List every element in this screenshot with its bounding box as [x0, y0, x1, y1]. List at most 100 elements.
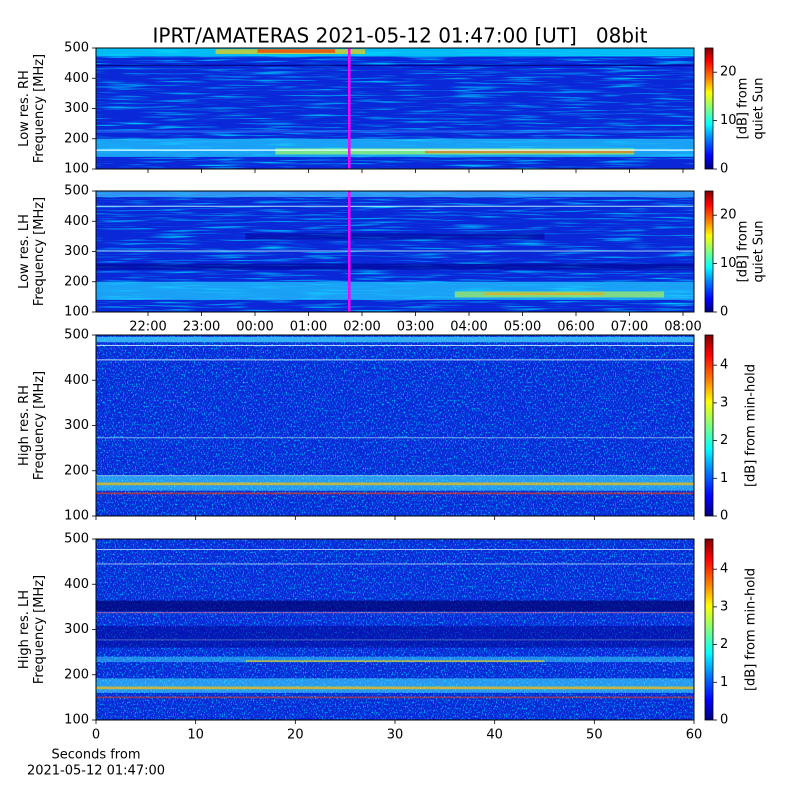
colorbar: [704, 334, 714, 517]
colorbar-label: [dB] from min-hold: [744, 568, 759, 691]
heatmap: [96, 48, 694, 169]
colorbar-tick-label: 2: [720, 637, 728, 652]
colorbar-tick-label: 0: [720, 162, 728, 177]
heatmap-band: [96, 563, 694, 565]
colorbar: [704, 190, 714, 313]
heatmap-band: [96, 205, 694, 207]
heatmap-band: [424, 149, 635, 154]
heatmap-band: [96, 475, 694, 477]
y-tick-label: 400: [64, 214, 89, 229]
heatmap-band: [96, 686, 694, 690]
y-tick-label: 300: [64, 244, 89, 259]
heatmap-band: [96, 263, 694, 270]
heatmap-band: [96, 492, 694, 495]
colorbar-label: [dB] from min-hold: [744, 364, 759, 487]
heatmap-band: [484, 292, 605, 296]
heatmap-band: [245, 660, 545, 663]
colorbar-tick-label: 1: [720, 675, 728, 690]
y-tick-label: 200: [64, 131, 89, 146]
y-tick-label: 100: [64, 713, 89, 728]
y-axis-label: Frequency [MHz]: [32, 371, 47, 480]
heatmap-band: [96, 656, 694, 663]
y-tick-label: 400: [64, 71, 89, 86]
colorbar-tick-label: 4: [720, 358, 728, 373]
y-tick-label: 200: [64, 274, 89, 289]
heatmap: [96, 191, 694, 312]
colorbar-tick-label: 0: [720, 509, 728, 524]
heatmap: [96, 539, 694, 720]
colorbar-label: [dB] from: [736, 221, 751, 283]
heatmap-band: [96, 549, 694, 550]
x-tick-label: 40: [486, 728, 503, 743]
y-tick-label: 300: [64, 418, 89, 433]
y-axis-label: Low res. LH: [17, 214, 32, 289]
heatmap-band: [96, 482, 694, 486]
x-tick-label: 06:00: [557, 320, 594, 335]
y-tick-label: 500: [64, 532, 89, 547]
x-tick-label: 0: [92, 728, 100, 743]
heatmap-band: [96, 149, 694, 151]
heatmap-band: [96, 191, 694, 198]
heatmap-band: [96, 250, 694, 252]
figure-title: IPRT/AMATERAS 2021-05-12 01:47:00 [UT] 0…: [153, 24, 648, 48]
x-axis-label: 2021-05-12 01:47:00: [27, 764, 165, 779]
heatmap-band: [96, 625, 694, 648]
y-tick-label: 300: [64, 101, 89, 116]
colorbar-tick-label: 10: [720, 113, 737, 128]
colorbar-tick-label: 3: [720, 599, 728, 614]
y-tick-label: 400: [64, 373, 89, 388]
heatmap-band: [96, 48, 694, 57]
y-axis-label: Frequency [MHz]: [32, 54, 47, 163]
y-tick-label: 500: [64, 184, 89, 199]
heatmap-band: [257, 49, 336, 53]
heatmap-band: [96, 336, 694, 343]
colorbar-tick-label: 0: [720, 713, 728, 728]
colorbar: [704, 538, 714, 721]
y-tick-label: 200: [64, 463, 89, 478]
x-tick-label: 50: [586, 728, 603, 743]
x-tick-label: 07:00: [611, 320, 648, 335]
colorbar: [704, 47, 714, 170]
x-tick-label: 02:00: [343, 320, 380, 335]
heatmap-band: [96, 64, 694, 67]
colorbar-label: quiet Sun: [752, 77, 767, 139]
y-tick-label: 500: [64, 41, 89, 56]
colorbar-tick-label: 0: [720, 305, 728, 320]
heatmap: [96, 335, 694, 516]
time-marker: [348, 191, 351, 312]
colorbar-tick-label: 2: [720, 433, 728, 448]
y-tick-label: 100: [64, 305, 89, 320]
x-tick-label: 01:00: [290, 320, 327, 335]
heatmap-band: [96, 359, 694, 361]
heatmap-band: [96, 696, 694, 699]
x-tick-label: 04:00: [450, 320, 487, 335]
y-tick-label: 200: [64, 667, 89, 682]
x-tick-label: 22:00: [129, 320, 166, 335]
colorbar-tick-label: 20: [720, 65, 737, 80]
colorbar-label: quiet Sun: [752, 220, 767, 282]
colorbar-label: [dB] from: [736, 78, 751, 140]
time-marker: [348, 48, 351, 169]
colorbar-tick-label: 1: [720, 471, 728, 486]
x-tick-label: 03:00: [397, 320, 434, 335]
colorbar-tick-label: 10: [720, 256, 737, 271]
x-tick-label: 30: [387, 728, 404, 743]
heatmap-band: [96, 437, 694, 439]
y-tick-label: 100: [64, 509, 89, 524]
y-axis-label: Frequency [MHz]: [32, 197, 47, 306]
y-tick-label: 400: [64, 577, 89, 592]
y-tick-label: 500: [64, 328, 89, 343]
colorbar-tick-label: 4: [720, 562, 728, 577]
x-tick-label: 60: [686, 728, 703, 743]
y-axis-label: High res. LH: [17, 590, 32, 669]
x-axis-label: Seconds from: [51, 748, 140, 763]
y-axis-label: High res. RH: [17, 385, 32, 466]
x-tick-label: 00:00: [236, 320, 273, 335]
y-axis-label: Low res. RH: [17, 70, 32, 147]
heatmap-band: [96, 600, 694, 612]
heatmap-band: [96, 678, 694, 693]
heatmap-band: [96, 344, 694, 346]
x-tick-label: 20: [287, 728, 304, 743]
heatmap-band: [96, 612, 694, 614]
x-tick-label: 05:00: [504, 320, 541, 335]
